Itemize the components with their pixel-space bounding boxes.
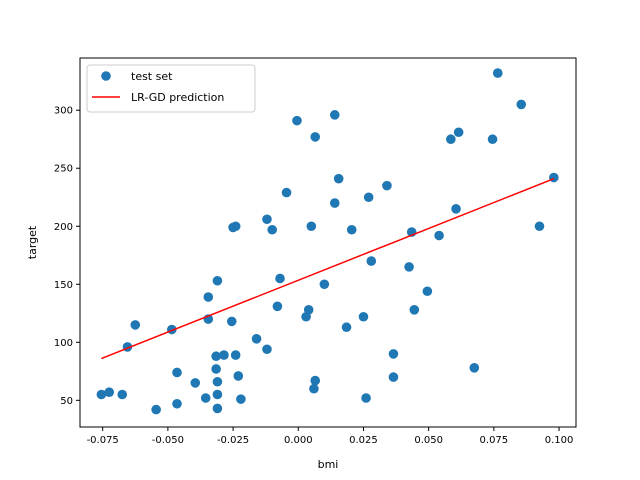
legend-box (86, 64, 256, 113)
scatter-point (534, 221, 545, 232)
scatter-point (434, 230, 444, 241)
x-tick-label: -0.075 (87, 435, 119, 446)
x-tick-label: 0.025 (349, 435, 378, 446)
legend-label-prediction: LR-GD prediction (131, 91, 224, 104)
scatter-point (319, 279, 330, 290)
scatter-point (200, 393, 211, 403)
scatter-point (212, 275, 223, 286)
scatter-point (292, 115, 302, 126)
scatter-point (172, 398, 182, 409)
x-axis-label: bmi (318, 458, 339, 471)
legend: test set LR-GD prediction (86, 64, 256, 113)
scatter-point (333, 173, 344, 184)
scatter-point (549, 172, 559, 183)
scatter-point (211, 351, 221, 362)
scatter-point (230, 350, 241, 360)
scatter-point (329, 198, 340, 208)
scatter-point (275, 273, 285, 284)
scatter-point (190, 378, 201, 388)
prediction-line (101, 177, 555, 360)
y-tick-label: 50 (60, 396, 73, 407)
y-axis-ticks: 50 100 150 200 250 300 (54, 106, 80, 407)
scatter-point (409, 305, 420, 315)
scatter-point (226, 316, 237, 327)
scatter-point (404, 262, 414, 272)
scatter-point (516, 99, 527, 110)
x-tick-label: 0.000 (284, 435, 313, 446)
scatter-point (212, 403, 223, 414)
scatter-point (329, 110, 340, 120)
scatter-point (469, 363, 480, 373)
y-tick-label: 200 (54, 222, 73, 233)
y-axis-label: target (26, 225, 39, 259)
scatter-point (310, 375, 321, 386)
scatter-point (388, 349, 399, 359)
x-tick-label: -0.050 (152, 435, 184, 446)
y-tick-label: 150 (54, 280, 73, 291)
plot-area (96, 68, 559, 415)
scatter-point (219, 350, 229, 360)
scatter-point (267, 224, 277, 235)
scatter-point (310, 132, 321, 142)
scatter-point (236, 394, 246, 404)
scatter-point (446, 134, 456, 145)
x-tick-label: -0.025 (217, 435, 249, 446)
scatter-point (492, 68, 503, 78)
x-tick-label: 0.100 (545, 435, 574, 446)
scatter-point (212, 389, 223, 400)
y-tick-label: 100 (54, 338, 73, 349)
axes-frame (79, 57, 577, 428)
scatter-point (346, 224, 357, 235)
y-tick-label: 250 (54, 164, 73, 175)
scatter-point (96, 389, 107, 400)
scatter-point (230, 221, 241, 232)
legend-label-test-set: test set (131, 70, 173, 83)
scatter-point (272, 301, 283, 312)
scatter-point (341, 322, 352, 333)
scatter-point (151, 404, 161, 415)
scatter-point (422, 286, 433, 297)
scatter-point (366, 256, 377, 266)
scatter-point (487, 134, 498, 145)
scatter-point (453, 127, 464, 138)
scatter-point (451, 204, 461, 214)
scatter-point (117, 389, 128, 400)
scatter-point (233, 371, 244, 381)
scatter-point (281, 187, 292, 198)
scatter-point (262, 214, 272, 225)
scatter-point (251, 334, 262, 344)
x-tick-label: 0.050 (414, 435, 443, 446)
y-tick-label: 300 (54, 106, 73, 117)
scatter-point (172, 367, 182, 378)
scatter-point (309, 383, 319, 394)
scatter-point (203, 292, 214, 302)
scatter-point (363, 192, 374, 203)
scatter-point (382, 180, 392, 191)
scatter-point (104, 387, 115, 397)
x-axis-ticks: -0.075 -0.050 -0.025 0.000 0.025 0.050 0.075 0.… (87, 427, 574, 446)
scatter-point (358, 311, 369, 322)
scatter-point (306, 221, 317, 232)
scatter-point (212, 376, 223, 387)
scatter-point (388, 372, 399, 382)
scatter-point (262, 344, 272, 355)
scatter-point (130, 320, 141, 330)
x-tick-label: 0.075 (480, 435, 509, 446)
scatter-point (303, 305, 314, 315)
scatter-point (211, 364, 221, 374)
legend-marker-test-set (101, 71, 111, 81)
scatter-point (361, 393, 371, 403)
